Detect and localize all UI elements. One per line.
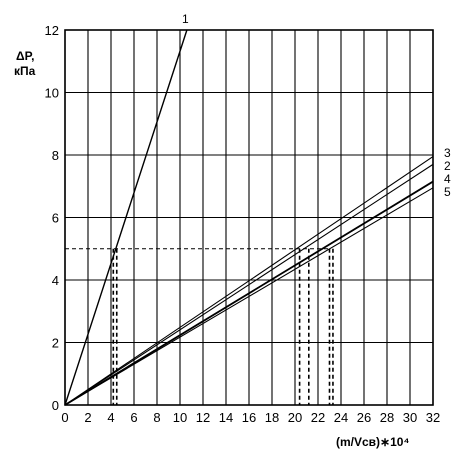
y-tick-label: 2 — [52, 336, 59, 351]
series-line-5 — [64, 187, 434, 406]
x-tick-label: 30 — [403, 410, 417, 425]
series-label-3: 3 — [444, 146, 451, 160]
y-tick-label: 12 — [45, 23, 59, 38]
x-tick-label: 14 — [219, 410, 233, 425]
x-tick-label: 12 — [196, 410, 210, 425]
series-label-5: 5 — [444, 185, 451, 199]
x-tick-label: 24 — [334, 410, 348, 425]
x-tick-labels: 0 2 4 6 8 10 12 14 16 18 20 22 24 26 28 30 32 — [61, 410, 440, 425]
x-tick-label: 26 — [357, 410, 371, 425]
series-line-2 — [64, 163, 434, 406]
x-tick-label: 22 — [311, 410, 325, 425]
y-tick-labels: 0 2 4 6 8 10 12 — [45, 23, 59, 413]
x-tick-label: 8 — [153, 410, 160, 425]
reference-lines — [65, 248, 334, 405]
y-tick-label: 4 — [52, 273, 59, 288]
series-line-3 — [64, 156, 434, 406]
y-axis-label-line1: ΔP, — [16, 49, 34, 63]
series-lines — [64, 29, 434, 406]
x-tick-label: 2 — [84, 410, 91, 425]
x-axis-label: (m/Vсв)∗10⁴ — [336, 435, 409, 449]
series-label-1: 1 — [182, 12, 189, 26]
series-line-4 — [64, 180, 434, 406]
x-tick-label: 10 — [173, 410, 187, 425]
x-tick-label: 4 — [107, 410, 114, 425]
y-tick-label: 8 — [52, 148, 59, 163]
x-tick-label: 28 — [380, 410, 394, 425]
x-tick-label: 16 — [242, 410, 256, 425]
y-tick-label: 10 — [45, 86, 59, 101]
plot-frame — [64, 29, 434, 406]
y-tick-label: 0 — [52, 398, 59, 413]
x-tick-label: 6 — [130, 410, 137, 425]
y-tick-label: 6 — [52, 211, 59, 226]
x-tick-label: 20 — [288, 410, 302, 425]
series-label-2: 2 — [444, 159, 451, 173]
x-tick-label: 32 — [426, 410, 440, 425]
x-tick-label: 18 — [265, 410, 279, 425]
series-label-4: 4 — [444, 172, 451, 186]
y-axis-label-line2: кПа — [14, 64, 36, 78]
x-tick-label: 0 — [61, 410, 68, 425]
series-line-1 — [64, 29, 188, 406]
